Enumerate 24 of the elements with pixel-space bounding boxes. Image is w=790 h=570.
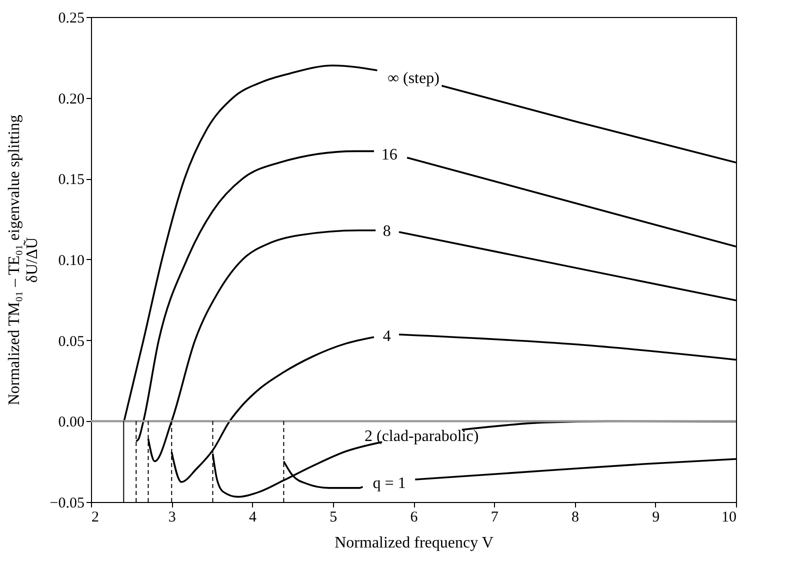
y-tick-label: 0.25 bbox=[58, 10, 84, 26]
y-tick-label: 0.20 bbox=[58, 91, 84, 108]
x-tick-label: 2 bbox=[92, 510, 99, 526]
y-tick-label: −0.05 bbox=[50, 496, 84, 512]
x-tick-label: 7 bbox=[490, 510, 499, 526]
series-label: 16 bbox=[381, 146, 398, 164]
x-tick-label: 10 bbox=[722, 510, 736, 526]
series-label: 2 (clad-parabolic) bbox=[364, 428, 479, 445]
x-tick-label: 8 bbox=[572, 510, 579, 526]
y-tick-label: 0.05 bbox=[58, 334, 84, 350]
y-tick-label: 0.15 bbox=[58, 172, 84, 188]
x-tick-label: 6 bbox=[410, 510, 418, 526]
series-label: 8 bbox=[382, 223, 391, 240]
x-tick-label: 5 bbox=[330, 510, 338, 526]
x-tick-label: 3 bbox=[168, 510, 176, 526]
x-axis-title: Normalized frequency V bbox=[334, 534, 494, 552]
x-tick-label: 9 bbox=[652, 510, 660, 526]
y-tick-label: 0.10 bbox=[58, 253, 84, 269]
y-axis-title: Normalized TM₀₁ – TE₀₁ eigenvalue splitting δU/ΔŨ bbox=[6, 114, 41, 406]
series-label: q = 1 bbox=[372, 475, 406, 492]
x-tick-label: 4 bbox=[249, 510, 257, 526]
y-tick-label: 0.00 bbox=[58, 414, 84, 431]
series-label: 4 bbox=[382, 328, 391, 345]
series-label: ∞ (step) bbox=[388, 70, 440, 88]
